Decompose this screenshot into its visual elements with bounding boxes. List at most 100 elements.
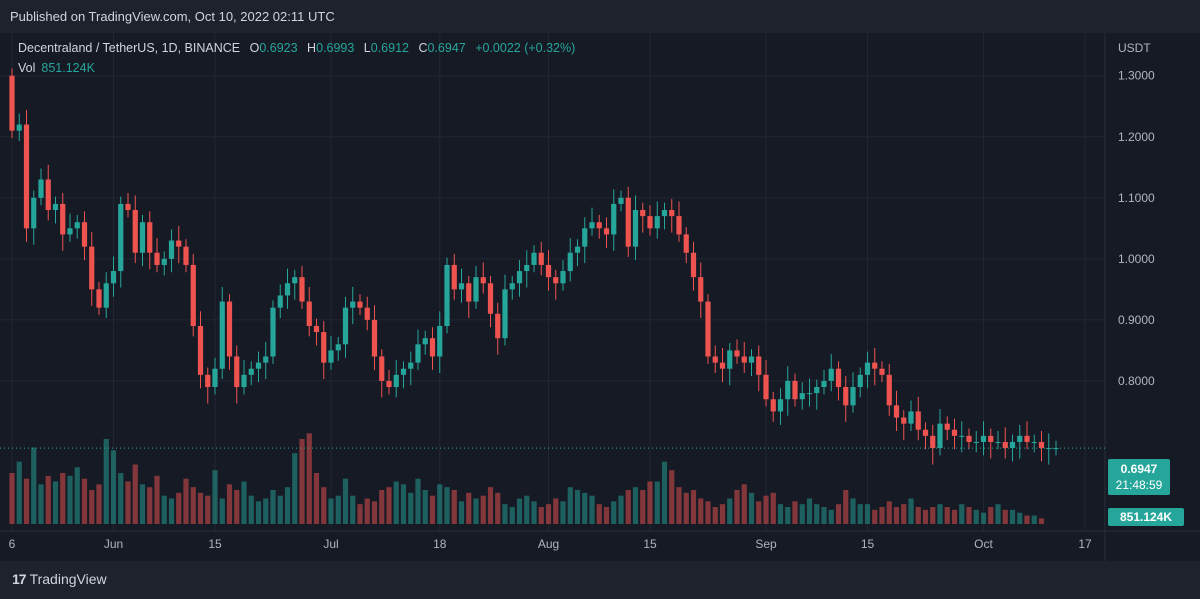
volume-bar: [342, 478, 349, 524]
volume-bar: [582, 492, 588, 524]
candle-body: [263, 356, 269, 363]
candle-body: [560, 271, 566, 284]
volume-legend: Vol 851.124K: [18, 61, 95, 75]
volume-bar: [545, 504, 552, 524]
volume-bar: [364, 498, 370, 524]
candle-body: [654, 216, 660, 229]
tradingview-brand[interactable]: 17 TradingView: [12, 571, 107, 587]
candle-body: [625, 197, 631, 247]
y-tick-label: 1.0000: [1118, 252, 1155, 266]
volume-bar: [277, 495, 283, 524]
candle-body: [785, 380, 791, 400]
candle-body: [371, 319, 378, 357]
volume-bar: [574, 490, 581, 524]
candle-body: [531, 252, 537, 265]
candle-body: [698, 277, 704, 302]
chart-area[interactable]: 1.3000 1.2000 1.1000 1.0000 0.9000 0.8000 6 Jun…: [0, 33, 1200, 561]
candle-body: [777, 399, 784, 412]
volume-bar: [154, 475, 160, 524]
candle-body: [31, 197, 37, 229]
volume-bar: [835, 504, 842, 524]
volume-bar: [74, 467, 80, 524]
candle-body: [995, 441, 1001, 443]
volume-bar: [458, 501, 465, 524]
candle-body: [466, 283, 472, 302]
candle-body: [879, 368, 885, 375]
candle-body: [705, 301, 711, 357]
volume-bar: [872, 509, 878, 524]
candle-body: [16, 124, 22, 131]
candle-body: [357, 301, 363, 308]
volume-bar: [669, 470, 675, 524]
volume-bar: [473, 498, 479, 524]
y-tick-label: 1.3000: [1118, 69, 1155, 83]
candle-body: [284, 283, 291, 296]
volume-bar: [806, 498, 813, 524]
volume-bar: [814, 504, 820, 524]
candle-body: [168, 240, 175, 259]
volume-bar: [103, 439, 109, 524]
volume-bar: [777, 504, 784, 524]
candle-body: [1002, 441, 1008, 449]
volume-bar: [1009, 509, 1016, 524]
volume-bar: [284, 487, 291, 524]
change-value: +0.0022 (+0.32%): [475, 41, 576, 55]
candle-body: [277, 295, 283, 308]
candle-body: [270, 307, 276, 357]
candle-body: [422, 338, 428, 345]
volume-bar: [683, 492, 689, 524]
volume-bar: [538, 507, 544, 524]
volume-bar: [437, 484, 443, 524]
x-tick-label: 17: [1078, 537, 1092, 551]
candle-body: [429, 338, 436, 357]
volume-bar: [89, 490, 95, 524]
volume-bar: [292, 453, 298, 524]
volume-bar: [944, 507, 950, 524]
volume-bar: [712, 507, 718, 524]
volume-bar: [589, 495, 595, 524]
candle-body: [132, 210, 138, 253]
volume-bar: [973, 509, 979, 524]
volume-bar: [190, 487, 196, 524]
candle-body: [328, 350, 334, 363]
close-value: 0.6947: [427, 41, 466, 55]
volume-bar: [625, 490, 631, 524]
volume-label: Vol: [18, 61, 36, 75]
candle-body: [719, 362, 726, 369]
candle-body: [669, 210, 675, 217]
price-chart[interactable]: 1.3000 1.2000 1.1000 1.0000 0.9000 0.8000 6 Jun…: [0, 33, 1200, 561]
volume-bar: [618, 495, 624, 524]
volume-bar: [661, 461, 668, 524]
volume-bar: [1038, 518, 1045, 524]
volume-bar: [328, 498, 334, 524]
candle-body: [183, 246, 189, 265]
x-tick-label: 15: [861, 537, 875, 551]
volume-bar: [219, 498, 225, 524]
ohlc-legend: Decentraland / TetherUS, 1D, BINANCE O0.…: [18, 41, 575, 55]
volume-bar: [980, 512, 987, 524]
candle-body: [495, 313, 501, 339]
volume-bar: [466, 492, 472, 524]
volume-bar: [792, 501, 798, 524]
candle-body: [67, 228, 73, 235]
candle-body: [393, 374, 399, 388]
candle-body: [843, 387, 849, 406]
volume-bar: [560, 501, 566, 524]
volume-bar: [705, 501, 711, 524]
candle-body: [553, 277, 559, 284]
volume-bar: [495, 492, 501, 524]
volume-bar: [96, 484, 102, 524]
candle-body: [937, 423, 943, 449]
candle-body: [640, 210, 646, 217]
volume-bar: [110, 450, 117, 524]
volume-bar: [379, 490, 385, 524]
volume-bar: [321, 487, 327, 524]
volume-bar: [60, 473, 66, 524]
volume-bar: [350, 495, 356, 524]
candle-body: [219, 301, 225, 369]
candle-body: [379, 356, 385, 381]
volume-bar: [799, 504, 805, 524]
volume-bar: [611, 501, 617, 524]
volume-bar: [212, 470, 218, 524]
volume-bar: [444, 487, 450, 524]
